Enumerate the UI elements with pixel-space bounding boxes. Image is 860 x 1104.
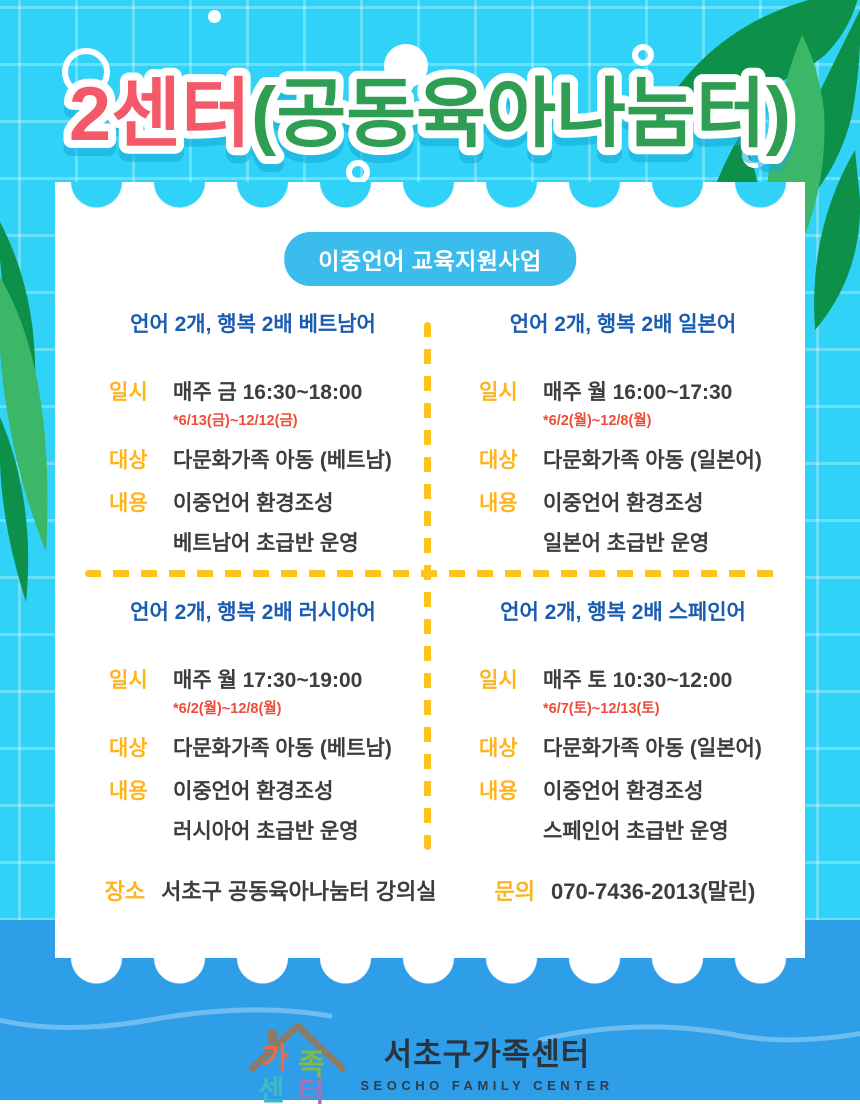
bubble-decoration [430, 86, 466, 122]
content-row: 내용 이중언어 환경조성 [109, 775, 423, 805]
vertical-dashed-divider [424, 322, 431, 850]
schedule-row: 일시 매주 월 16:00~17:30 [479, 376, 793, 406]
content-value-line2: 일본어 초급반 운영 [543, 532, 710, 555]
bubble-ring-decoration [632, 44, 654, 66]
period-note: *6/2(월)~12/8(월) [173, 701, 282, 717]
target-label: 대상 [479, 449, 518, 472]
schedule-value: 매주 금 16:30~18:00 [173, 381, 363, 404]
target-value: 다문화가족 아동 (베트남) [173, 737, 392, 760]
bubble-ring-decoration [62, 48, 110, 96]
place-value: 서초구 공동육아나눔터 강의실 [161, 879, 437, 904]
program-card-spanish: 언어 2개, 행복 2배 스페인어 일시 매주 토 10:30~12:00 *6… [453, 596, 793, 845]
target-value: 다문화가족 아동 (일본어) [543, 737, 762, 760]
horizontal-dashed-divider [85, 570, 775, 577]
target-label: 대상 [109, 737, 148, 760]
content-row: 내용 이중언어 환경조성 [479, 775, 793, 805]
bubble-decoration [384, 44, 428, 88]
schedule-label: 일시 [109, 669, 148, 692]
schedule-label: 일시 [479, 669, 518, 692]
target-value: 다문화가족 아동 (베트남) [173, 449, 392, 472]
content-value-line2: 스페인어 초급반 운영 [543, 820, 729, 843]
bubble-ring-decoration [742, 142, 768, 168]
period-note: *6/13(금)~12/12(금) [173, 413, 298, 429]
schedule-label: 일시 [109, 381, 148, 404]
content-label: 내용 [479, 780, 518, 803]
place-label: 장소 [104, 879, 146, 904]
schedule-label: 일시 [479, 381, 518, 404]
scallop-edge-bottom [55, 958, 805, 986]
footer-info-row: 장소 서초구 공동육아나눔터 강의실 문의 070-7436-2013(말린) [55, 874, 805, 906]
schedule-row: 일시 매주 토 10:30~12:00 [479, 664, 793, 694]
bubble-ring-decoration [346, 160, 370, 184]
title-center-name: (공동육아나눔터) [251, 72, 791, 157]
svg-text:가: 가 [262, 1042, 289, 1075]
wave-line-decoration [0, 1007, 860, 1043]
program-badge: 이중언어 교육지원사업 [284, 232, 576, 286]
footer-brand: 가 족 센 터 서초구가족센터 SEOCHO FAMILY CENTER [0, 1018, 860, 1104]
content-label: 내용 [109, 492, 148, 515]
content-value: 이중언어 환경조성 [543, 780, 704, 803]
program-card-vietnamese: 언어 2개, 행복 2배 베트남어 일시 매주 금 16:30~18:00 *6… [83, 308, 423, 557]
palm-leaf-left [0, 222, 48, 602]
poster-title: 2센터(공동육아나눔터) [0, 28, 860, 188]
content-value-line2: 러시아어 초급반 운영 [173, 820, 359, 843]
title-center-number: 2센터 [69, 72, 251, 157]
brand-name-english: SEOCHO FAMILY CENTER [360, 1078, 614, 1093]
target-value: 다문화가족 아동 (일본어) [543, 449, 762, 472]
program-heading: 언어 2개, 행복 2배 일본어 [509, 313, 737, 336]
target-row: 대상 다문화가족 아동 (일본어) [479, 444, 793, 474]
schedule-row: 일시 매주 금 16:30~18:00 [109, 376, 423, 406]
scallop-edge-top [55, 182, 805, 212]
target-row: 대상 다문화가족 아동 (베트남) [109, 444, 423, 474]
program-heading: 언어 2개, 행복 2배 스페인어 [500, 601, 746, 624]
period-note: *6/7(토)~12/13(토) [543, 701, 660, 717]
content-value: 이중언어 환경조성 [173, 780, 334, 803]
family-center-house-logo-icon: 가 족 센 터 [248, 1022, 346, 1104]
svg-text:터: 터 [298, 1076, 325, 1104]
svg-text:2센터(공동육아나눔터): 2센터(공동육아나눔터) [69, 72, 791, 157]
svg-text:센: 센 [258, 1074, 285, 1104]
program-heading: 언어 2개, 행복 2배 베트남어 [130, 313, 376, 336]
content-panel: 이중언어 교육지원사업 언어 2개, 행복 2배 베트남어 일시 매주 금 16… [55, 182, 805, 986]
content-value: 이중언어 환경조성 [173, 492, 334, 515]
contact-value: 070-7436-2013(말린) [550, 879, 756, 904]
target-row: 대상 다문화가족 아동 (베트남) [109, 732, 423, 762]
content-value: 이중언어 환경조성 [543, 492, 704, 515]
target-label: 대상 [479, 737, 518, 760]
contact-label: 문의 [494, 879, 535, 904]
content-label: 내용 [109, 780, 148, 803]
schedule-value: 매주 월 16:00~17:30 [543, 381, 733, 404]
content-value-line2: 베트남어 초급반 운영 [173, 532, 359, 555]
schedule-value: 매주 토 10:30~12:00 [543, 669, 733, 692]
content-row: 내용 이중언어 환경조성 [479, 487, 793, 517]
content-label: 내용 [479, 492, 518, 515]
bubble-decoration [208, 10, 221, 23]
program-card-russian: 언어 2개, 행복 2배 러시아어 일시 매주 월 17:30~19:00 *6… [83, 596, 423, 845]
schedule-row: 일시 매주 월 17:30~19:00 [109, 664, 423, 694]
program-heading: 언어 2개, 행복 2배 러시아어 [130, 601, 376, 624]
svg-text:족: 족 [298, 1049, 325, 1081]
content-row: 내용 이중언어 환경조성 [109, 487, 423, 517]
target-label: 대상 [109, 449, 148, 472]
program-card-japanese: 언어 2개, 행복 2배 일본어 일시 매주 월 16:00~17:30 *6/… [453, 308, 793, 557]
brand-name-korean: 서초구가족센터 [383, 1037, 591, 1072]
target-row: 대상 다문화가족 아동 (일본어) [479, 732, 793, 762]
schedule-value: 매주 월 17:30~19:00 [173, 669, 363, 692]
period-note: *6/2(월)~12/8(월) [543, 413, 652, 429]
